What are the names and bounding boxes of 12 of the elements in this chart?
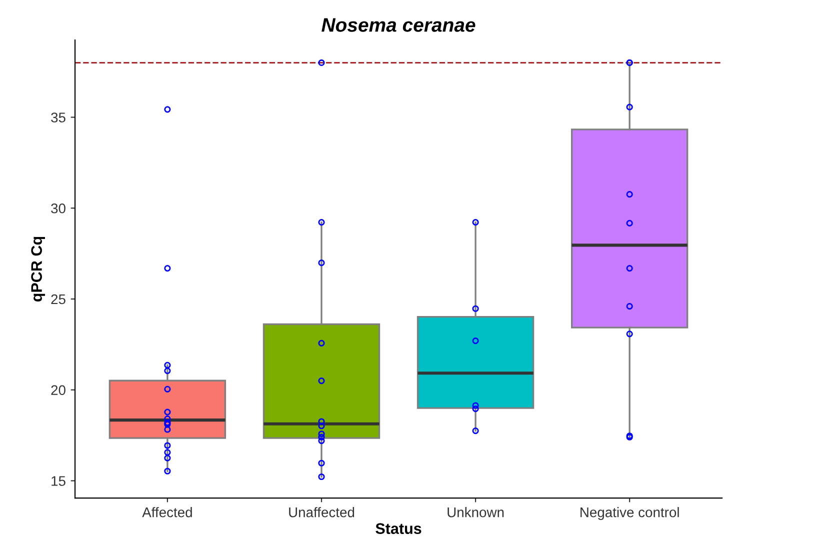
x-tick-label: Unknown	[448, 507, 504, 518]
x-tick-label: Unaffected	[289, 507, 354, 518]
y-tick-label: 20	[51, 385, 66, 396]
x-tick-label: Affected	[142, 507, 192, 518]
y-tick-label: 25	[51, 294, 66, 304]
y-tick-label: 30	[51, 203, 66, 214]
chart-title: Nosema ceranae	[322, 18, 476, 32]
y-axis-title: qPCR Cq	[31, 236, 45, 302]
y-tick-label: 35	[51, 112, 66, 122]
y-tick-label: 15	[52, 476, 66, 486]
x-tick-label: Negative control	[580, 507, 679, 520]
x-axis-title: Status	[376, 523, 422, 534]
